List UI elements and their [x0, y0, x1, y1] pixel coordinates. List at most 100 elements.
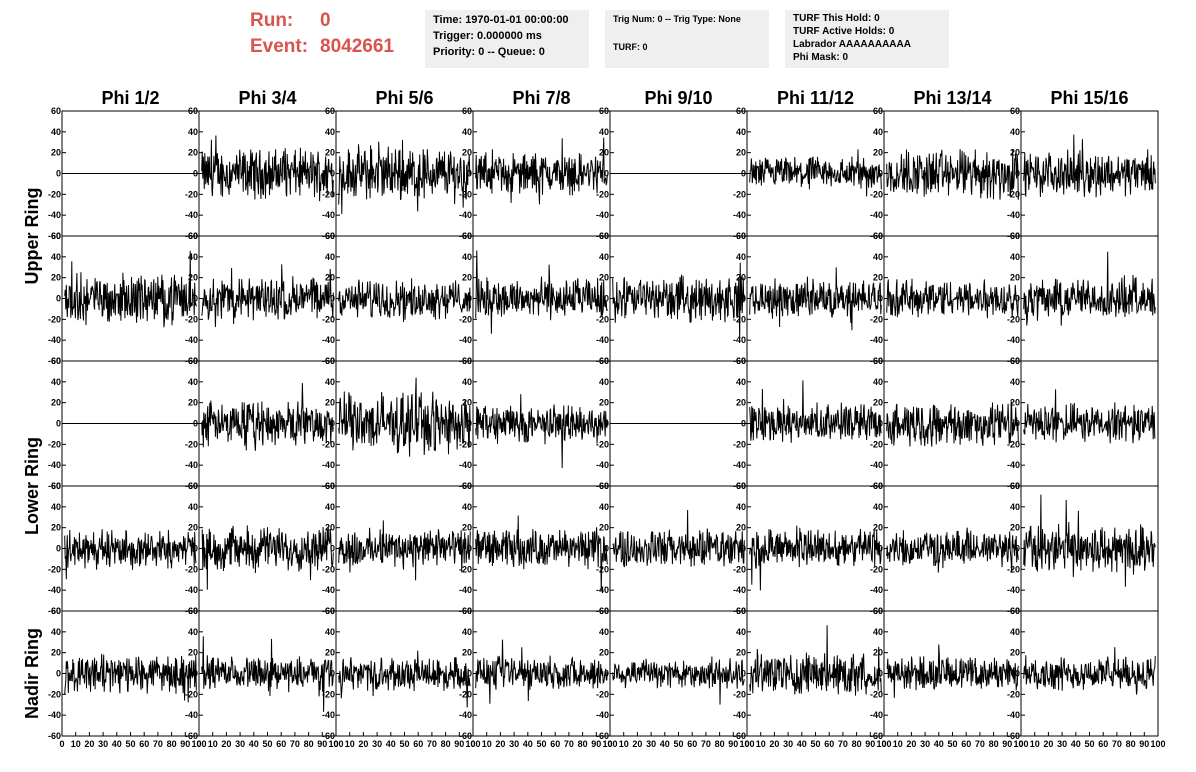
y-tick-label: 40 — [736, 377, 746, 387]
turf-hold-line: TURF This Hold: 0 — [793, 13, 880, 24]
y-tick-label: 20 — [51, 273, 61, 283]
x-tick-label: 50 — [125, 739, 135, 749]
y-tick-label: -20 — [733, 314, 746, 324]
y-tick-label: -40 — [48, 710, 61, 720]
y-tick-label: 40 — [188, 252, 198, 262]
waveform-trace — [749, 267, 882, 331]
y-tick-label: -60 — [870, 731, 883, 741]
y-tick-label: 20 — [325, 273, 335, 283]
y-tick-label: -40 — [185, 210, 198, 220]
y-tick-label: 0 — [878, 544, 883, 554]
y-tick-label: 20 — [736, 648, 746, 658]
waveform-trace — [749, 380, 882, 443]
x-tick-label: 40 — [934, 739, 944, 749]
x-tick-label: 0 — [744, 739, 749, 749]
y-tick-label: 0 — [467, 669, 472, 679]
y-tick-label: -20 — [733, 689, 746, 699]
waveform-trace — [201, 264, 334, 328]
y-tick-label: 20 — [462, 648, 472, 658]
x-tick-label: 60 — [824, 739, 834, 749]
waveform-trace — [338, 139, 471, 215]
y-tick-label: 20 — [51, 398, 61, 408]
x-tick-label: 20 — [495, 739, 505, 749]
y-tick-label: -20 — [185, 189, 198, 199]
y-tick-label: -20 — [1007, 564, 1020, 574]
y-tick-label: -40 — [733, 210, 746, 220]
y-tick-label: 40 — [462, 502, 472, 512]
x-tick-label: 30 — [783, 739, 793, 749]
y-tick-label: -40 — [48, 210, 61, 220]
x-tick-label: 10 — [893, 739, 903, 749]
y-tick-label: -20 — [596, 564, 609, 574]
y-tick-label: 0 — [193, 669, 198, 679]
x-tick-label: 40 — [249, 739, 259, 749]
y-tick-label: -20 — [48, 189, 61, 199]
y-tick-label: 40 — [462, 377, 472, 387]
y-tick-label: 20 — [736, 148, 746, 158]
y-tick-label: 40 — [873, 502, 883, 512]
waveform-trace — [64, 250, 197, 328]
y-tick-label: 0 — [330, 419, 335, 429]
y-tick-label: 20 — [325, 398, 335, 408]
x-tick-label: 100 — [465, 739, 480, 749]
x-tick-label: 80 — [852, 739, 862, 749]
y-tick-label: -40 — [459, 210, 472, 220]
x-tick-label: 10 — [208, 739, 218, 749]
x-tick-label: 90 — [317, 739, 327, 749]
x-tick-label: 30 — [98, 739, 108, 749]
y-tick-label: 0 — [330, 169, 335, 179]
x-tick-label: 20 — [221, 739, 231, 749]
y-tick-label: 40 — [736, 502, 746, 512]
y-tick-label: 60 — [599, 356, 609, 366]
y-tick-label: 60 — [736, 231, 746, 241]
x-tick-label: 30 — [509, 739, 519, 749]
y-tick-label: 40 — [51, 502, 61, 512]
waveform-trace — [749, 149, 882, 197]
y-tick-label: 0 — [56, 669, 61, 679]
y-tick-label: 0 — [467, 169, 472, 179]
y-tick-label: 20 — [1010, 398, 1020, 408]
y-tick-label: 60 — [599, 606, 609, 616]
y-tick-label: -40 — [733, 710, 746, 720]
x-tick-label: 50 — [399, 739, 409, 749]
x-tick-label: 10 — [71, 739, 81, 749]
y-tick-label: -40 — [48, 335, 61, 345]
x-tick-label: 70 — [838, 739, 848, 749]
y-tick-label: -40 — [1007, 335, 1020, 345]
y-tick-label: 60 — [325, 606, 335, 616]
y-tick-label: -40 — [185, 585, 198, 595]
waveform-trace — [475, 137, 608, 205]
y-tick-label: 60 — [51, 231, 61, 241]
x-tick-label: 10 — [482, 739, 492, 749]
y-tick-label: 40 — [599, 627, 609, 637]
y-tick-label: -20 — [185, 689, 198, 699]
y-tick-label: 20 — [188, 273, 198, 283]
waveform-trace — [338, 278, 471, 323]
y-tick-label: 60 — [51, 606, 61, 616]
y-tick-label: 40 — [736, 252, 746, 262]
event-value: 8042661 — [320, 36, 394, 57]
y-tick-label: 60 — [873, 356, 883, 366]
y-tick-label: -60 — [322, 731, 335, 741]
waveform-trace — [201, 525, 334, 590]
y-tick-label: -40 — [870, 335, 883, 345]
y-tick-label: 20 — [873, 398, 883, 408]
waveform-trace — [338, 520, 471, 581]
x-tick-label: 90 — [1002, 739, 1012, 749]
y-tick-label: 20 — [462, 523, 472, 533]
y-tick-label: 40 — [462, 127, 472, 137]
y-tick-label: 60 — [325, 356, 335, 366]
y-tick-label: 40 — [1010, 377, 1020, 387]
turf-line: TURF: 0 — [613, 42, 648, 52]
y-tick-label: 60 — [599, 106, 609, 116]
y-tick-label: 60 — [51, 106, 61, 116]
y-tick-label: 0 — [1015, 669, 1020, 679]
y-tick-label: 60 — [462, 231, 472, 241]
column-title: Phi 5/6 — [375, 88, 433, 108]
y-tick-label: 60 — [325, 481, 335, 491]
y-tick-label: -20 — [1007, 189, 1020, 199]
x-tick-label: 40 — [797, 739, 807, 749]
x-tick-label: 50 — [1084, 739, 1094, 749]
x-tick-label: 80 — [304, 739, 314, 749]
y-tick-label: 40 — [1010, 127, 1020, 137]
